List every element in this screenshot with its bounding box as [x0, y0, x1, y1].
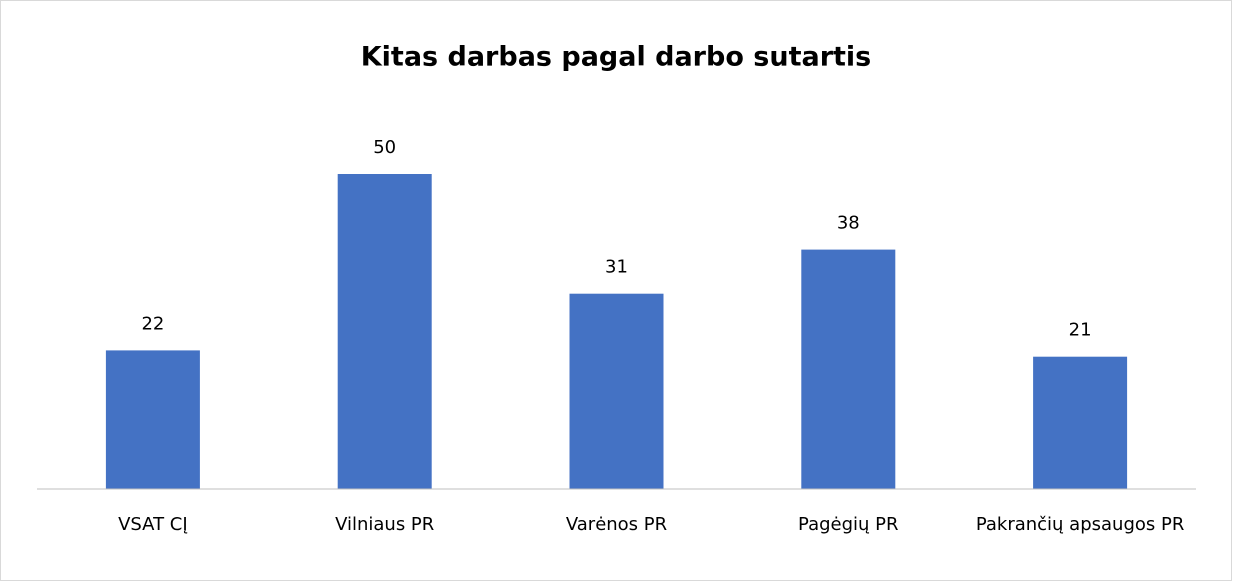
bar	[569, 293, 664, 489]
x-tick-label: Pakrančių apsaugos PR	[975, 514, 1185, 535]
data-label: 31	[605, 257, 628, 278]
data-label: 22	[141, 313, 164, 334]
chart-title: Kitas darbas pagal darbo sutartis	[361, 42, 872, 73]
bar	[337, 174, 432, 489]
bar	[1033, 356, 1128, 489]
x-tick-label: Vilniaus PR	[335, 514, 435, 535]
x-tick-label: Varėnos PR	[565, 514, 668, 535]
x-tick-label: Pagėgių PR	[798, 514, 899, 535]
data-label: 21	[1069, 320, 1092, 341]
x-tick-label: VSAT CĮ	[118, 514, 188, 535]
data-label: 38	[837, 213, 860, 234]
bar	[801, 249, 896, 489]
bar	[105, 350, 200, 489]
data-label: 50	[373, 137, 396, 158]
